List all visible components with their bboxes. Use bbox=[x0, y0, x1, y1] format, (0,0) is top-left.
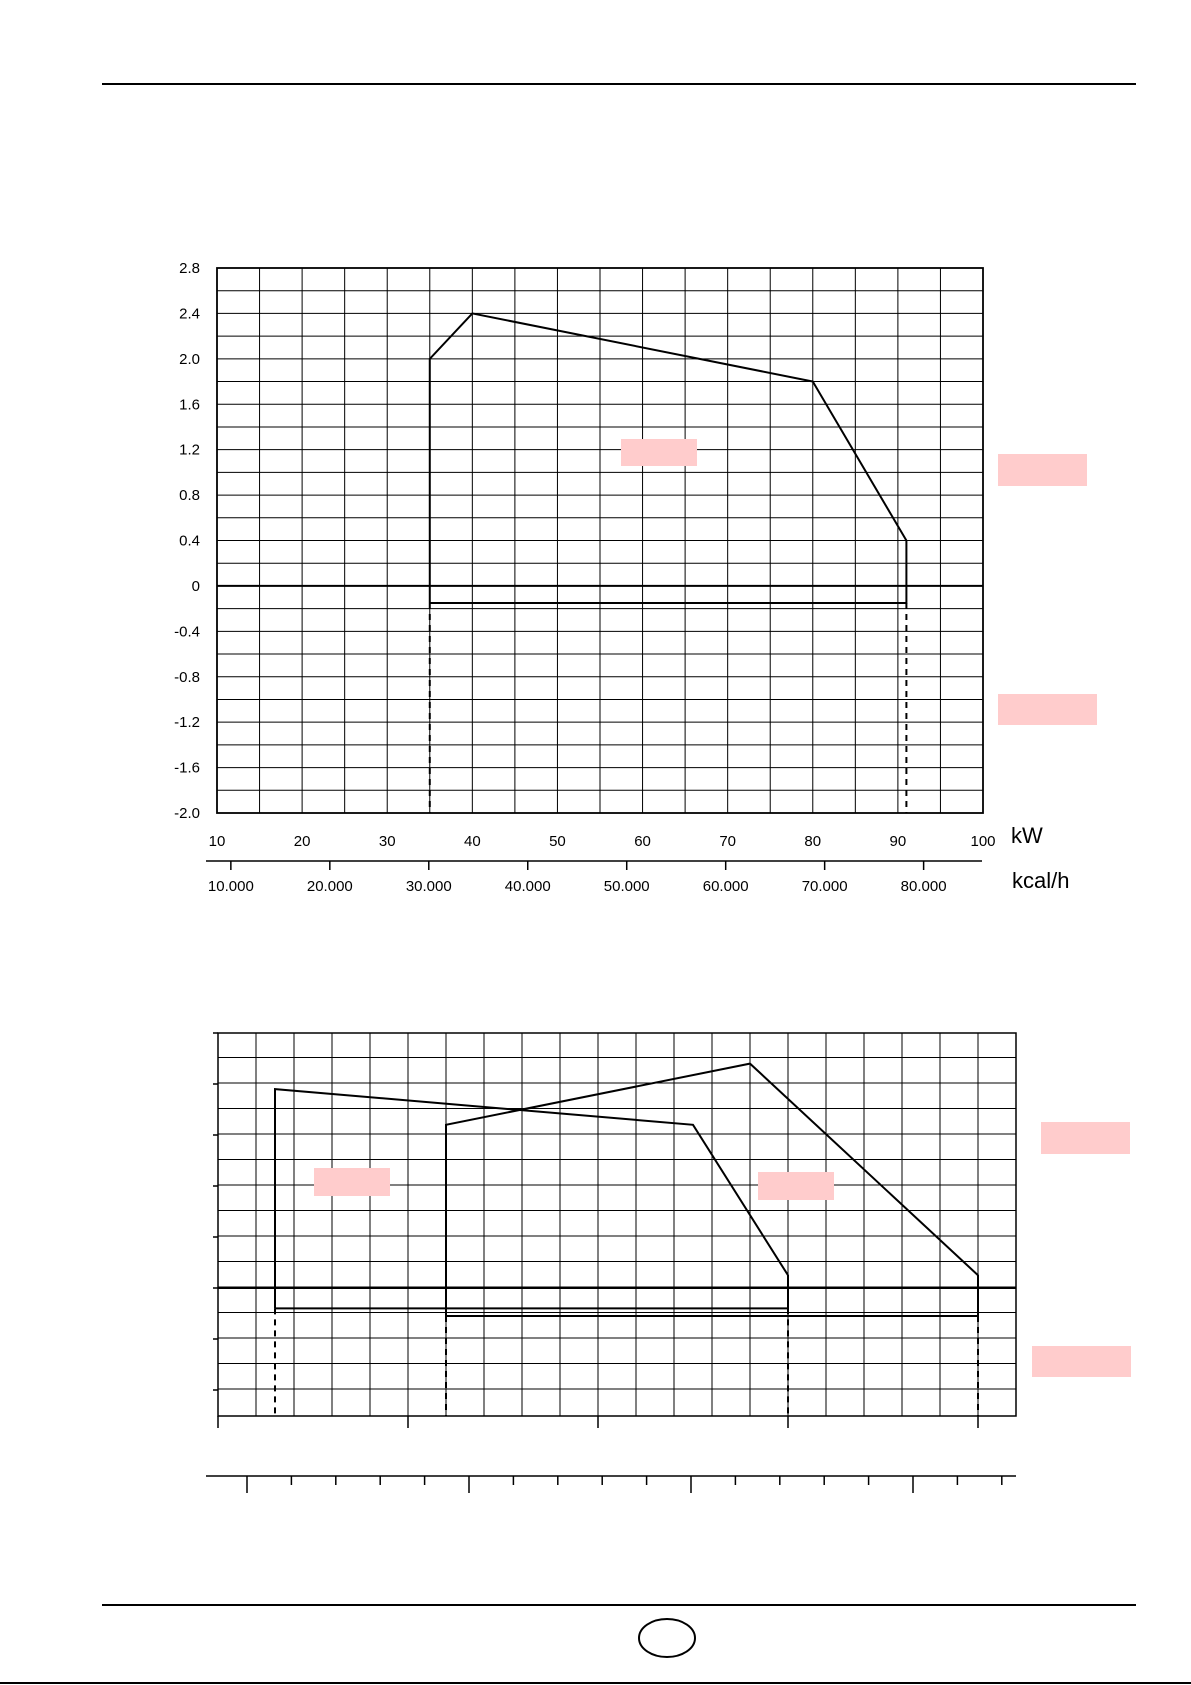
x2-tick-label: 10.000 bbox=[208, 878, 254, 895]
y-tick-label: -2.0 bbox=[174, 805, 200, 822]
working-field-line-1 bbox=[274, 1088, 789, 1310]
chart-1: 2.8 2.4 2.0 1.6 1.2 0.8 0.4 0 -0.4 -0.8 -1.2 -1.6 -2… bbox=[174, 260, 1069, 895]
x2-tick-label: 30.000 bbox=[406, 878, 452, 895]
chart-1-xlabel: kW bbox=[1011, 823, 1043, 848]
chart-1-grid bbox=[217, 268, 983, 813]
y-tick-label: 2.8 bbox=[179, 260, 200, 277]
highlight-box bbox=[758, 1172, 834, 1200]
chart-1-x2-tick-labels: 10.000 20.000 30.000 40.000 50.000 60.000 70.0… bbox=[208, 861, 947, 895]
x-tick-label: 90 bbox=[890, 833, 907, 850]
chart-2-axes bbox=[206, 1032, 1017, 1493]
y-tick-label: -0.8 bbox=[174, 669, 200, 686]
y-tick-label: 2.0 bbox=[179, 351, 200, 368]
page-number-oval bbox=[638, 1618, 696, 1658]
chart-1-y-tick-labels: 2.8 2.4 2.0 1.6 1.2 0.8 0.4 0 -0.4 -0.8 -1.2 -1.6 -2… bbox=[174, 260, 200, 822]
x-tick-label: 50 bbox=[549, 833, 566, 850]
highlight-box bbox=[1041, 1122, 1130, 1154]
y-tick-label: 1.6 bbox=[179, 396, 200, 413]
x-tick-label: 10 bbox=[209, 833, 226, 850]
highlight-box bbox=[1032, 1346, 1131, 1377]
chart-1-x-tick-labels: 10 20 30 40 50 60 70 80 90 100 bbox=[209, 833, 996, 850]
x-tick-label: 40 bbox=[464, 833, 481, 850]
highlight-box bbox=[314, 1168, 390, 1196]
y-tick-label: 0.8 bbox=[179, 487, 200, 504]
x-tick-label: 20 bbox=[294, 833, 311, 850]
x2-tick-label: 70.000 bbox=[802, 878, 848, 895]
x2-tick-label: 20.000 bbox=[307, 878, 353, 895]
y-tick-label: -1.2 bbox=[174, 714, 200, 731]
y-tick-label: 0 bbox=[192, 578, 200, 595]
working-field-line-2 bbox=[445, 1062, 979, 1318]
highlight-boxes bbox=[314, 439, 1131, 1377]
chart-1-series bbox=[428, 312, 908, 813]
highlight-box bbox=[621, 439, 697, 466]
x2-tick-label: 40.000 bbox=[505, 878, 551, 895]
x-tick-label: 60 bbox=[634, 833, 651, 850]
chart-2 bbox=[206, 1032, 1017, 1493]
chart-2-grid bbox=[218, 1033, 1016, 1416]
x2-tick-label: 80.000 bbox=[901, 878, 947, 895]
chart-1-frame bbox=[216, 267, 984, 814]
x-tick-label: 100 bbox=[970, 833, 995, 850]
y-tick-label: 0.4 bbox=[179, 533, 200, 550]
chart-2-series bbox=[274, 1062, 979, 1416]
y-tick-label: 2.4 bbox=[179, 305, 200, 322]
x2-tick-label: 50.000 bbox=[604, 878, 650, 895]
x-tick-label: 30 bbox=[379, 833, 396, 850]
x-tick-label: 80 bbox=[804, 833, 821, 850]
y-tick-label: -1.6 bbox=[174, 760, 200, 777]
highlight-box bbox=[998, 694, 1097, 725]
chart-1-x2label: kcal/h bbox=[1012, 868, 1069, 893]
x-tick-label: 70 bbox=[719, 833, 736, 850]
plot-border bbox=[217, 1032, 1017, 1417]
y-tick-label: 1.2 bbox=[179, 442, 200, 459]
y-tick-label: -0.4 bbox=[174, 623, 200, 640]
x2-tick-label: 60.000 bbox=[703, 878, 749, 895]
plot-border bbox=[216, 267, 984, 814]
highlight-box bbox=[998, 454, 1087, 486]
